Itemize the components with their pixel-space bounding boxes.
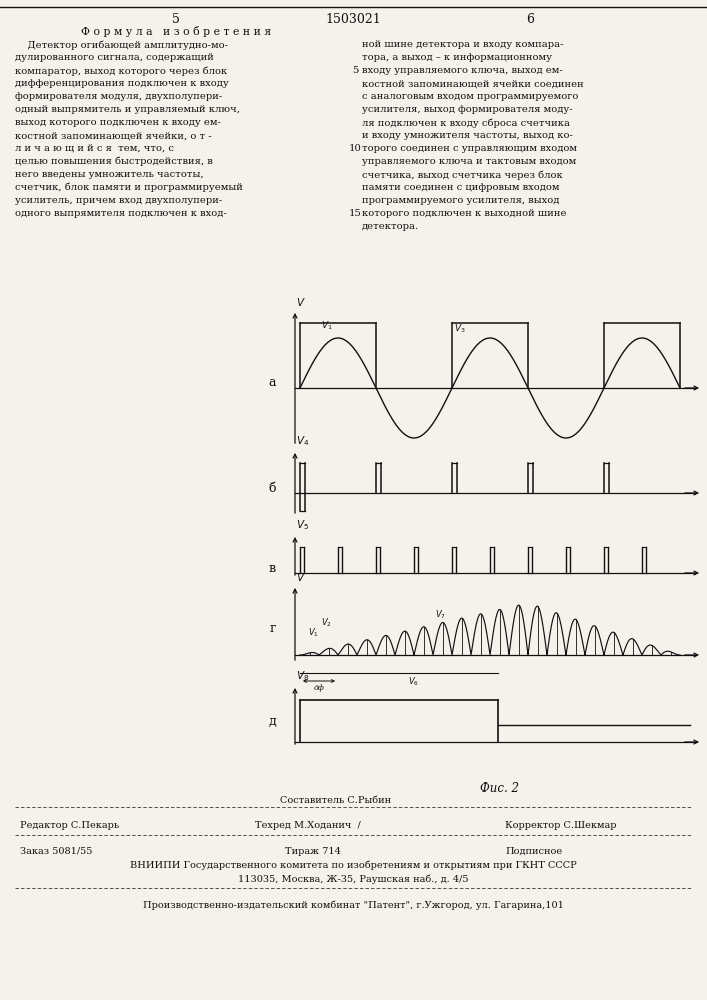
- Text: ВНИИПИ Государственного комитета по изобретениям и открытиям при ГКНТ СССР: ВНИИПИ Государственного комитета по изоб…: [129, 861, 576, 870]
- Text: программируемого усилителя, выход: программируемого усилителя, выход: [362, 196, 559, 205]
- Text: него введены умножитель частоты,: него введены умножитель частоты,: [15, 170, 204, 179]
- Text: л и ч а ю щ и й с я  тем, что, с: л и ч а ю щ и й с я тем, что, с: [15, 144, 174, 153]
- Text: одный выпрямитель и управляемый ключ,: одный выпрямитель и управляемый ключ,: [15, 105, 240, 114]
- Text: которого подключен к выходной шине: которого подключен к выходной шине: [362, 209, 566, 218]
- Text: Редактор С.Пекарь: Редактор С.Пекарь: [20, 821, 119, 830]
- Text: Составитель С.Рыбин: Составитель С.Рыбин: [280, 796, 391, 805]
- Text: в: в: [269, 562, 276, 574]
- Text: торого соединен с управляющим входом: торого соединен с управляющим входом: [362, 144, 577, 153]
- Text: памяти соединен с цифровым входом: памяти соединен с цифровым входом: [362, 183, 559, 192]
- Text: $t$: $t$: [706, 487, 707, 499]
- Text: 113035, Москва, Ж-35, Раушская наб., д. 4/5: 113035, Москва, Ж-35, Раушская наб., д. …: [238, 874, 468, 884]
- Text: 10: 10: [349, 144, 361, 153]
- Text: 15: 15: [349, 209, 361, 218]
- Text: $t$: $t$: [706, 567, 707, 579]
- Text: $V_6$: $V_6$: [409, 675, 419, 688]
- Text: тора, а выход – к информационному: тора, а выход – к информационному: [362, 53, 552, 62]
- Text: усилитель, причем вход двухполупери-: усилитель, причем вход двухполупери-: [15, 196, 222, 205]
- Text: входу управляемого ключа, выход ем-: входу управляемого ключа, выход ем-: [362, 66, 563, 75]
- Text: целью повышения быстродействия, в: целью повышения быстродействия, в: [15, 157, 213, 166]
- Text: управляемого ключа и тактовым входом: управляемого ключа и тактовым входом: [362, 157, 576, 166]
- Text: Ф о р м у л а   и з о б р е т е н и я: Ф о р м у л а и з о б р е т е н и я: [81, 26, 271, 37]
- Text: 6: 6: [526, 13, 534, 26]
- Text: $V_4$: $V_4$: [296, 434, 309, 448]
- Text: с аналоговым входом программируемого: с аналоговым входом программируемого: [362, 92, 578, 101]
- Text: ной шине детектора и входу компара-: ной шине детектора и входу компара-: [362, 40, 563, 49]
- Text: Техред М.Ходанич  /: Техред М.Ходанич /: [255, 821, 361, 830]
- Text: $V_8$: $V_8$: [296, 669, 309, 683]
- Text: Тираж 714: Тираж 714: [285, 847, 341, 856]
- Text: Производственно-издательский комбинат "Патент", г.Ужгород, ул. Гагарина,101: Производственно-издательский комбинат "П…: [143, 900, 563, 910]
- Text: $V_7$: $V_7$: [435, 609, 446, 621]
- Text: счетчик, блок памяти и программируемый: счетчик, блок памяти и программируемый: [15, 183, 243, 192]
- Text: д: д: [268, 714, 276, 728]
- Text: 5: 5: [352, 66, 358, 75]
- Text: $V_3$: $V_3$: [454, 322, 465, 335]
- Text: Корректор С.Шекмар: Корректор С.Шекмар: [505, 821, 617, 830]
- Text: $V$: $V$: [296, 296, 305, 308]
- Text: костной запоминающей ячейки, о т -: костной запоминающей ячейки, о т -: [15, 131, 211, 140]
- Text: дулированного сигнала, содержащий: дулированного сигнала, содержащий: [15, 53, 214, 62]
- Text: детектора.: детектора.: [362, 222, 419, 231]
- Text: $V$: $V$: [296, 571, 305, 583]
- Text: Фис. 2: Фис. 2: [481, 782, 520, 795]
- Text: одного выпрямителя подключен к вход-: одного выпрямителя подключен к вход-: [15, 209, 227, 218]
- Text: выход которого подключен к входу ем-: выход которого подключен к входу ем-: [15, 118, 221, 127]
- Text: Подписное: Подписное: [505, 847, 562, 856]
- Text: $V_5$: $V_5$: [296, 518, 309, 532]
- Text: б: б: [269, 482, 276, 494]
- Text: $t$: $t$: [706, 382, 707, 394]
- Text: костной запоминающей ячейки соединен: костной запоминающей ячейки соединен: [362, 79, 584, 88]
- Text: усилителя, выход формирователя моду-: усилителя, выход формирователя моду-: [362, 105, 573, 114]
- Text: Детектор огибающей амплитудно-мо-: Детектор огибающей амплитудно-мо-: [15, 40, 228, 49]
- Text: а: а: [269, 376, 276, 389]
- Text: формирователя модуля, двухполупери-: формирователя модуля, двухполупери-: [15, 92, 222, 101]
- Text: $V_2$: $V_2$: [321, 616, 332, 629]
- Text: дф: дф: [314, 684, 325, 692]
- Text: дифференцирования подключен к входу: дифференцирования подключен к входу: [15, 79, 229, 88]
- Text: счетчика, выход счетчика через блок: счетчика, выход счетчика через блок: [362, 170, 563, 180]
- Text: $V_1$: $V_1$: [321, 320, 332, 332]
- Text: $V_1$: $V_1$: [308, 626, 318, 639]
- Text: Заказ 5081/55: Заказ 5081/55: [20, 847, 93, 856]
- Text: и входу умножителя частоты, выход ко-: и входу умножителя частоты, выход ко-: [362, 131, 573, 140]
- Text: компаратор, выход которого через блок: компаратор, выход которого через блок: [15, 66, 227, 76]
- Text: $t$: $t$: [706, 649, 707, 661]
- Text: 5: 5: [172, 13, 180, 26]
- Text: 1503021: 1503021: [325, 13, 381, 26]
- Text: г: г: [269, 622, 276, 636]
- Text: ля подключен к входу сброса счетчика: ля подключен к входу сброса счетчика: [362, 118, 570, 127]
- Text: $t$: $t$: [706, 736, 707, 748]
